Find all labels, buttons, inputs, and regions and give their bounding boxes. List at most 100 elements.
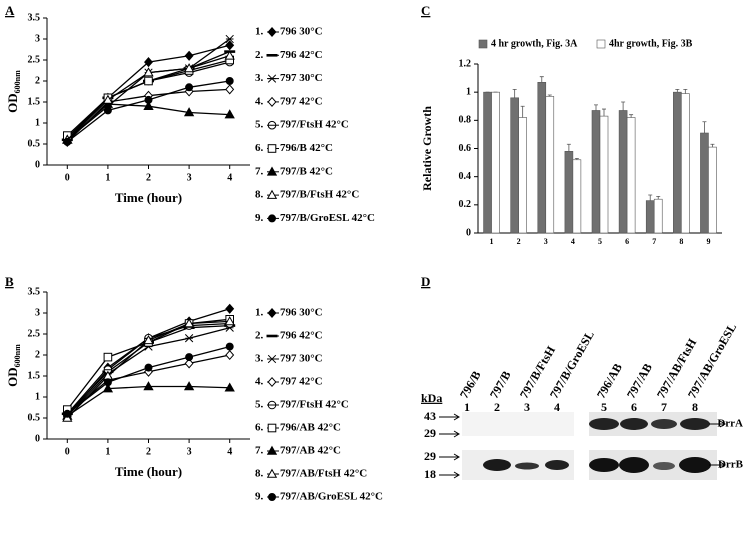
y-tick-label: 0.5 — [28, 138, 41, 149]
legend-label: 797 30°C — [280, 72, 323, 84]
band — [679, 457, 711, 473]
legend-marker — [267, 376, 277, 388]
data-point — [63, 409, 72, 418]
legend-marker — [267, 120, 277, 130]
y-tick-label: 0.6 — [459, 143, 472, 154]
bar — [626, 117, 636, 234]
marker-arrow — [439, 413, 460, 421]
legend-marker — [267, 423, 277, 433]
y-axis-title-sub: 600nm — [13, 344, 22, 367]
band — [589, 418, 619, 430]
data-point — [225, 84, 235, 95]
error-bar — [566, 143, 571, 152]
bar — [599, 115, 609, 234]
bar — [681, 93, 690, 234]
y-tick-label: 1 — [466, 86, 471, 97]
band — [653, 462, 675, 470]
y-tick-label: 0.8 — [459, 115, 472, 126]
legend-label: 797/B 42°C — [280, 165, 333, 177]
data-point — [185, 353, 194, 362]
bar — [510, 97, 519, 234]
data-point — [144, 57, 153, 68]
band — [651, 419, 677, 429]
unit-label: kDa — [421, 391, 442, 405]
panel-label: C — [421, 3, 430, 18]
x-axis-title: Time (hour) — [115, 464, 182, 479]
legend-number: 7. — [255, 165, 264, 177]
legend-number: 2. — [255, 49, 264, 61]
legend-marker — [267, 354, 277, 364]
legend-label: 797/AB 42°C — [280, 445, 341, 457]
legend-label: 796 42°C — [280, 49, 323, 61]
blot-images — [462, 412, 717, 480]
legend-label: 796 30°C — [280, 307, 323, 319]
legend-marker — [266, 189, 278, 199]
x-tick-label: 2 — [517, 237, 521, 246]
band — [589, 458, 619, 472]
y-axis-title: OD600nm — [5, 70, 22, 113]
legend-marker — [266, 445, 278, 455]
data-point — [144, 95, 153, 104]
panel-label: D — [421, 274, 430, 289]
legend-swatch — [478, 39, 488, 49]
error-bar — [656, 195, 661, 200]
y-tick-label: 3 — [35, 33, 40, 44]
bar — [483, 91, 492, 234]
error-bar — [629, 114, 634, 118]
data-point — [143, 334, 154, 345]
y-axis-title: Relative Growth — [420, 106, 434, 191]
data-point — [102, 94, 114, 104]
error-bar — [675, 88, 680, 93]
lane-label: 797/B/GroESL — [547, 328, 597, 401]
legend-label: 797/FtsH 42°C — [280, 119, 349, 131]
bar — [618, 110, 628, 234]
data-point — [224, 50, 235, 60]
panel-label: A — [5, 3, 15, 18]
error-bar — [621, 101, 626, 111]
data-point — [102, 383, 114, 393]
lane-label: 796/B — [457, 368, 484, 400]
y-tick-label: 1 — [35, 391, 40, 402]
y-tick-label: 0 — [35, 159, 40, 170]
legend-number: 7. — [255, 445, 264, 457]
lane-label: 796/AB — [594, 361, 625, 401]
data-point — [225, 349, 235, 361]
legend-label: 797/B/FtsH 42°C — [280, 189, 359, 201]
lane-number: 7 — [661, 400, 667, 414]
legend-number: 3. — [255, 353, 264, 365]
data-point — [185, 83, 194, 92]
bar — [645, 200, 655, 234]
size-marker: 29 — [424, 426, 436, 440]
legend-number: 1. — [255, 26, 264, 38]
legend-number: 4. — [255, 95, 264, 107]
marker-arrow — [439, 471, 460, 479]
y-tick-label: 2.5 — [28, 54, 41, 65]
y-tick-label: 0.4 — [459, 171, 472, 182]
x-axis-title: Time (hour) — [115, 190, 182, 205]
error-bar — [594, 104, 598, 111]
legend-marker — [267, 400, 277, 410]
lane-label: 797/AB/GroESL — [685, 321, 739, 401]
data-point — [184, 50, 194, 61]
x-tick-label: 3 — [187, 172, 192, 183]
x-tick-label: 5 — [598, 237, 602, 246]
data-point — [184, 358, 194, 369]
legend-label: 4 hr growth, Fig. 3A — [491, 38, 578, 49]
legend-marker — [267, 74, 277, 83]
x-tick-label: 3 — [187, 446, 192, 457]
x-tick-label: 1 — [490, 237, 494, 246]
marker-arrow — [439, 430, 460, 438]
data-point — [183, 381, 195, 391]
legend-marker — [267, 307, 277, 319]
y-tick-label: 2.5 — [28, 328, 41, 339]
legend-number: 8. — [255, 468, 264, 480]
legend-marker — [266, 334, 278, 338]
legend-label: 797/AB/FtsH 42°C — [280, 468, 367, 480]
legend-marker — [268, 493, 276, 501]
bar — [518, 117, 527, 234]
x-tick-label: 9 — [706, 237, 710, 246]
y-tick-label: 1 — [35, 117, 40, 128]
legend-label: 4hr growth, Fig. 3B — [609, 38, 693, 49]
bar — [564, 151, 574, 234]
y-tick-label: 2 — [35, 75, 40, 86]
